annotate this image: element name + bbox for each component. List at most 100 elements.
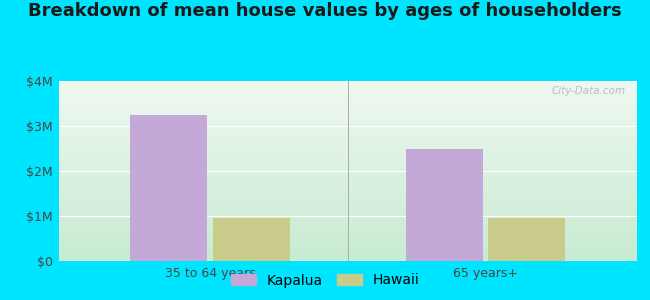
Bar <box>58 108 637 110</box>
Bar <box>58 162 637 164</box>
Bar <box>58 182 637 184</box>
Bar <box>58 115 637 117</box>
Bar <box>58 252 637 254</box>
Bar <box>58 247 637 248</box>
Bar <box>58 142 637 144</box>
Bar <box>58 200 637 202</box>
Bar <box>58 171 637 173</box>
Bar <box>58 92 637 94</box>
Bar <box>58 157 637 158</box>
Bar <box>58 83 637 85</box>
Bar <box>58 203 637 205</box>
Bar <box>58 99 637 101</box>
Bar <box>58 198 637 200</box>
Bar <box>58 135 637 137</box>
Bar <box>58 133 637 135</box>
Bar <box>58 196 637 198</box>
Bar <box>58 86 637 88</box>
Bar <box>58 189 637 191</box>
Bar <box>58 232 637 234</box>
Bar <box>58 245 637 247</box>
Bar <box>58 227 637 229</box>
Bar <box>488 218 566 261</box>
Bar <box>58 259 637 261</box>
Bar <box>58 241 637 243</box>
Bar <box>58 250 637 252</box>
Text: Breakdown of mean house values by ages of householders: Breakdown of mean house values by ages o… <box>28 2 622 20</box>
Bar <box>58 104 637 106</box>
Bar <box>58 94 637 95</box>
Bar <box>58 243 637 245</box>
Bar <box>58 223 637 225</box>
Bar <box>58 214 637 216</box>
Bar <box>58 164 637 166</box>
Bar <box>58 236 637 238</box>
Bar <box>58 117 637 119</box>
Bar <box>58 137 637 139</box>
Bar <box>58 187 637 189</box>
Bar <box>58 166 637 167</box>
Bar <box>58 209 637 211</box>
Bar <box>58 185 637 187</box>
Bar <box>58 173 637 175</box>
Bar <box>58 153 637 155</box>
Bar <box>58 218 637 220</box>
Bar <box>58 130 637 131</box>
Bar <box>58 256 637 257</box>
Bar <box>58 122 637 124</box>
Bar <box>58 131 637 133</box>
Bar <box>58 112 637 113</box>
Bar <box>58 106 637 108</box>
Bar <box>58 151 637 153</box>
Bar <box>58 220 637 221</box>
Bar <box>58 124 637 126</box>
Bar <box>58 229 637 230</box>
Bar <box>58 113 637 115</box>
Bar <box>58 88 637 90</box>
Bar <box>58 193 637 194</box>
Bar <box>58 160 637 162</box>
Bar <box>58 216 637 218</box>
Bar <box>58 234 637 236</box>
Bar <box>58 146 637 148</box>
Bar <box>58 81 637 83</box>
Bar <box>58 158 637 160</box>
Bar <box>58 126 637 128</box>
Bar <box>58 221 637 223</box>
Bar <box>58 119 637 121</box>
Bar <box>58 175 637 176</box>
Bar <box>58 194 637 196</box>
Bar <box>58 128 637 130</box>
Bar <box>58 144 637 146</box>
Bar <box>58 239 637 241</box>
Bar <box>58 202 637 203</box>
Bar <box>58 212 637 214</box>
Bar <box>58 121 637 122</box>
Text: City-Data.com: City-Data.com <box>551 86 625 96</box>
Bar <box>58 211 637 212</box>
Bar <box>58 167 637 169</box>
Bar <box>58 238 637 239</box>
Bar <box>58 97 637 99</box>
Bar <box>58 176 637 178</box>
Bar <box>58 110 637 112</box>
Bar <box>58 248 637 250</box>
Legend: Kapalua, Hawaii: Kapalua, Hawaii <box>225 268 425 293</box>
Bar <box>213 218 290 261</box>
Bar <box>58 178 637 180</box>
Bar <box>58 180 637 182</box>
Bar <box>58 254 637 256</box>
Bar <box>406 148 483 261</box>
Bar <box>58 149 637 151</box>
Bar <box>58 230 637 232</box>
Bar <box>58 103 637 104</box>
Bar <box>58 140 637 142</box>
Bar <box>58 101 637 103</box>
Bar <box>58 207 637 209</box>
Bar <box>58 191 637 193</box>
Bar <box>58 90 637 92</box>
Bar <box>58 155 637 157</box>
Bar <box>58 225 637 227</box>
Bar <box>58 139 637 140</box>
Bar <box>58 257 637 259</box>
